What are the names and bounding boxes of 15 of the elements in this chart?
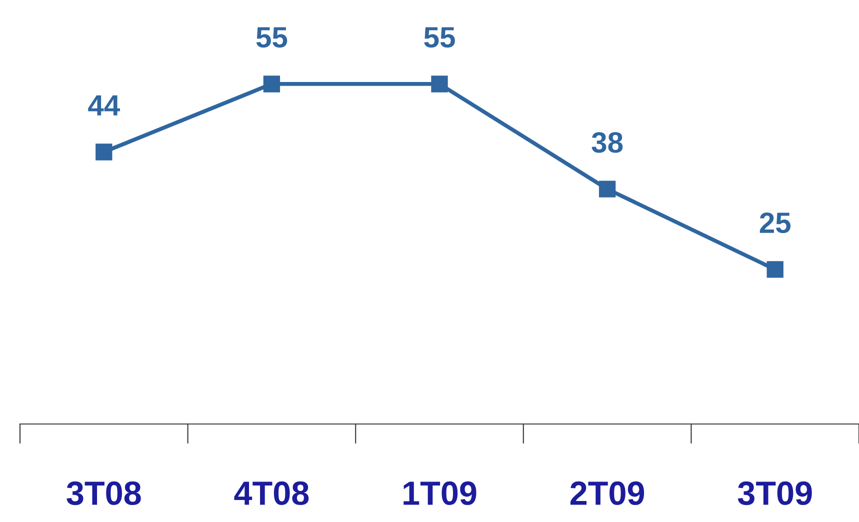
data-label: 25 xyxy=(760,212,791,234)
data-label: 55 xyxy=(424,27,455,48)
point xyxy=(766,261,784,278)
point xyxy=(96,144,112,160)
x-tick-label: 3T09 xyxy=(738,481,812,506)
data-label: 38 xyxy=(592,132,623,153)
data-label: 44 xyxy=(88,95,120,116)
point xyxy=(598,180,616,198)
data-label: 55 xyxy=(256,27,288,48)
x-tick-label: 2T09 xyxy=(570,481,644,506)
point xyxy=(263,76,280,92)
x-tick-label: 1T09 xyxy=(404,481,476,506)
point xyxy=(431,76,448,92)
x-tick-label: 3T08 xyxy=(66,481,141,506)
x-tick-label: 4T08 xyxy=(234,481,309,506)
